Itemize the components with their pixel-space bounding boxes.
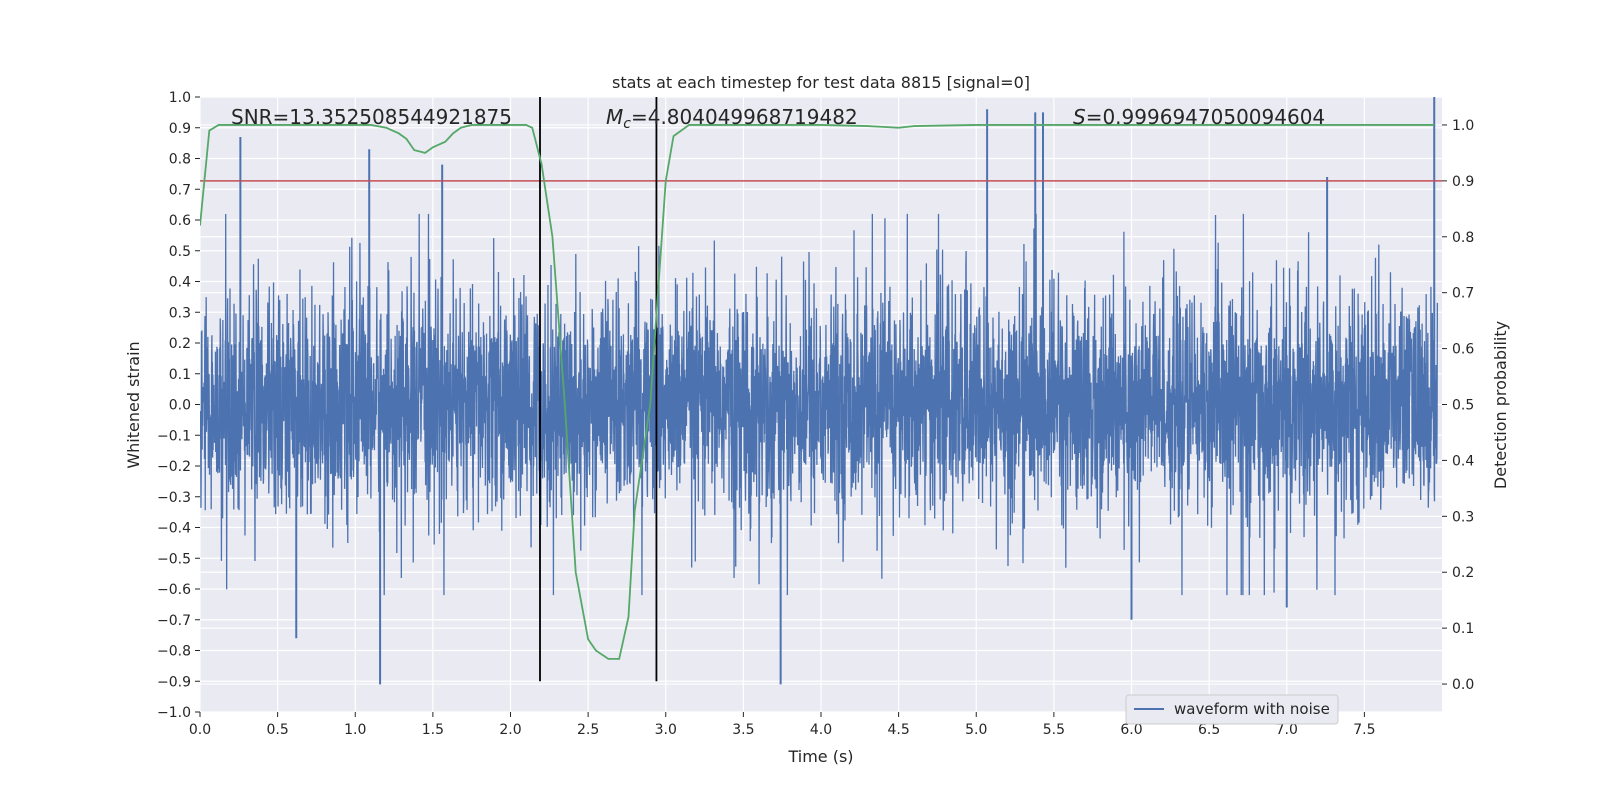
legend: waveform with noise bbox=[1125, 694, 1339, 725]
x-tick-label: 5.5 bbox=[1043, 722, 1065, 738]
x-axis-label: Time (s) bbox=[787, 747, 853, 766]
y-axis-label: Whitened strain bbox=[124, 341, 143, 468]
chirp-mass-symbol: M bbox=[606, 105, 623, 129]
right-y-tick-label: 0.7 bbox=[1452, 286, 1474, 302]
right-y-axis-ticks: 1.0 0.9 0.8 0.7 0.6 0.5 0.4 0.3 0.2 0.1 0.0 bbox=[1442, 118, 1474, 693]
x-tick-label: 0.0 bbox=[189, 722, 211, 738]
y-tick-label: 1.0 bbox=[169, 90, 191, 106]
chirp-mass-subscript: c bbox=[623, 116, 631, 132]
waveform-spikes bbox=[239, 97, 1436, 685]
right-y-tick-label: 0.3 bbox=[1452, 509, 1474, 525]
score-value: =0.9996947050094604 bbox=[1086, 105, 1325, 129]
x-tick-label: 4.5 bbox=[887, 722, 909, 738]
right-y-tick-label: 0.8 bbox=[1452, 230, 1474, 246]
x-tick-label: 6.5 bbox=[1198, 722, 1220, 738]
plot-area bbox=[200, 97, 1442, 685]
snr-annotation: SNR=13.352508544921875 bbox=[231, 105, 512, 129]
waveform-noise-line bbox=[200, 213, 1438, 596]
chart-title: stats at each timestep for test data 881… bbox=[612, 73, 1030, 92]
y-tick-label: 0.8 bbox=[169, 152, 191, 168]
x-tick-label: 7.5 bbox=[1353, 722, 1375, 738]
y-tick-label: 0.9 bbox=[169, 121, 191, 137]
x-tick-label: 4.0 bbox=[810, 722, 832, 738]
y-tick-label: −0.9 bbox=[157, 674, 191, 690]
y-axis-ticks: 1.0 0.9 0.8 0.7 0.6 0.5 0.4 0.3 0.2 0.1 0.0 −0.1 −0.… bbox=[157, 90, 200, 721]
y-tick-label: −0.2 bbox=[157, 459, 191, 475]
x-tick-label: 5.0 bbox=[965, 722, 987, 738]
y-tick-label: −0.5 bbox=[157, 551, 191, 567]
right-y-tick-label: 0.1 bbox=[1452, 621, 1474, 637]
chirp-mass-annotation: Mc=4.804049968719482 bbox=[606, 105, 858, 132]
y-tick-label: 0.7 bbox=[169, 182, 191, 198]
x-tick-label: 1.5 bbox=[422, 722, 444, 738]
right-y-tick-label: 0.6 bbox=[1452, 342, 1474, 358]
x-tick-label: 7.0 bbox=[1276, 722, 1298, 738]
right-y-tick-label: 0.4 bbox=[1452, 453, 1474, 469]
legend-box bbox=[1125, 694, 1339, 725]
x-tick-label: 2.5 bbox=[577, 722, 599, 738]
right-y-tick-label: 0.0 bbox=[1452, 677, 1474, 693]
right-y-tick-label: 0.2 bbox=[1452, 565, 1474, 581]
y-tick-label: −0.1 bbox=[157, 428, 191, 444]
y-tick-label: −0.6 bbox=[157, 582, 191, 598]
y-tick-label: 0.4 bbox=[169, 275, 191, 291]
y-tick-label: −0.8 bbox=[157, 644, 191, 660]
x-tick-label: 2.0 bbox=[499, 722, 521, 738]
x-tick-label: 1.0 bbox=[344, 722, 366, 738]
x-axis-ticks: 0.0 0.5 1.0 1.5 2.0 2.5 3.0 3.5 4.0 4.5 5.0 5.5 6.0 6… bbox=[189, 712, 1376, 738]
right-y-tick-label: 0.9 bbox=[1452, 174, 1474, 190]
score-annotation: S=0.9996947050094604 bbox=[1073, 105, 1325, 129]
detection-probability-line bbox=[200, 124, 1435, 660]
y-tick-label: 0.6 bbox=[169, 213, 191, 229]
x-tick-label: 0.5 bbox=[266, 722, 288, 738]
y-tick-label: 0.2 bbox=[169, 336, 191, 352]
y-tick-label: −1.0 bbox=[157, 705, 191, 721]
right-y-axis-label: Detection probability bbox=[1491, 321, 1510, 489]
legend-label: waveform with noise bbox=[1174, 700, 1330, 718]
score-symbol: S bbox=[1073, 105, 1086, 129]
y-tick-label: 0.3 bbox=[169, 305, 191, 321]
y-tick-label: 0.1 bbox=[169, 367, 191, 383]
y-tick-label: −0.7 bbox=[157, 613, 191, 629]
chirp-mass-value: =4.804049968719482 bbox=[631, 105, 858, 129]
x-tick-label: 6.0 bbox=[1120, 722, 1142, 738]
right-y-tick-label: 1.0 bbox=[1452, 118, 1474, 134]
y-tick-label: 0.5 bbox=[169, 244, 191, 260]
x-tick-label: 3.5 bbox=[732, 722, 754, 738]
right-y-tick-label: 0.5 bbox=[1452, 398, 1474, 414]
x-tick-label: 3.0 bbox=[655, 722, 677, 738]
y-tick-label: −0.4 bbox=[157, 521, 191, 537]
y-tick-label: −0.3 bbox=[157, 490, 191, 506]
y-tick-label: 0.0 bbox=[169, 398, 191, 414]
